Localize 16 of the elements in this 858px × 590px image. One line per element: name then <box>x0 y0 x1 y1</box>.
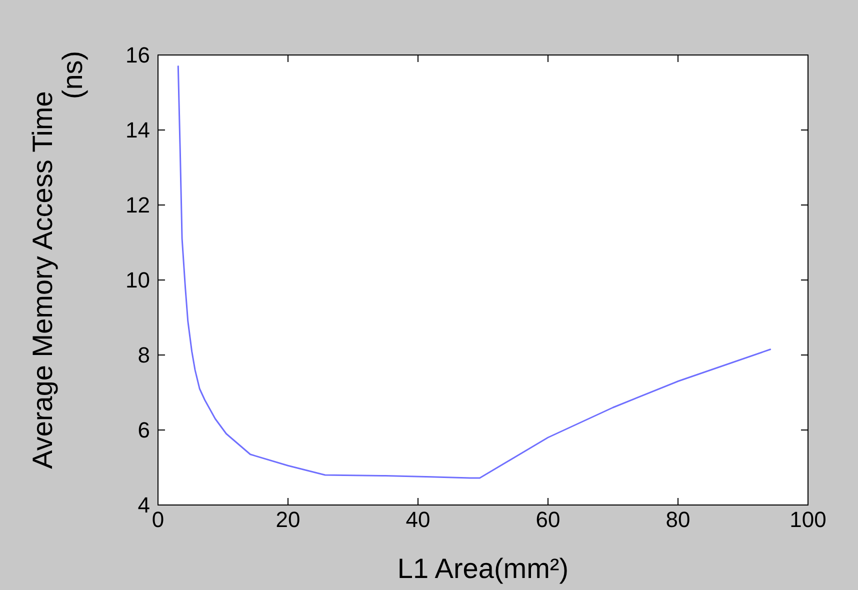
y-tick-label: 4 <box>138 492 150 518</box>
y-tick-label: 8 <box>138 342 150 368</box>
x-tick-label: 80 <box>666 507 690 532</box>
x-tick-label: 0 <box>152 507 164 532</box>
y-tick-label: 10 <box>126 268 150 293</box>
line-series <box>177 66 772 479</box>
y-axis-title: Average Memory Access Time (ns) <box>27 50 88 469</box>
y-tick-label: 14 <box>126 118 150 143</box>
x-tick-label: 60 <box>536 507 560 532</box>
y-tick-label: 6 <box>138 418 150 443</box>
y-tick-label: 12 <box>126 192 150 218</box>
x-tick-label: 40 <box>406 507 430 532</box>
y-tick-label: 16 <box>126 42 150 68</box>
x-tick-label: 100 <box>790 507 826 532</box>
x-tick-label: 20 <box>276 507 300 532</box>
x-axis-title: L1 Area(mm²) <box>397 553 569 584</box>
